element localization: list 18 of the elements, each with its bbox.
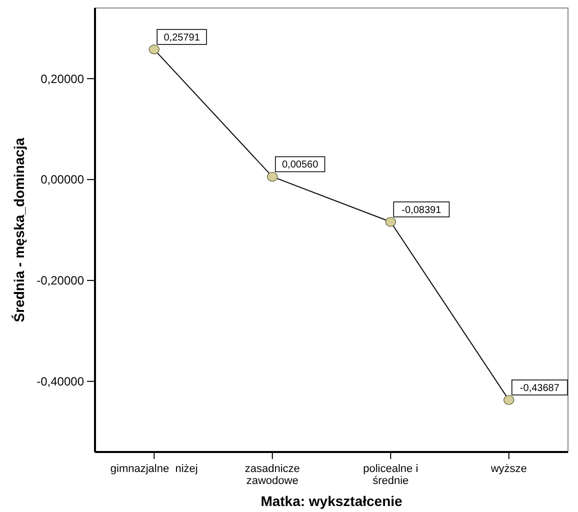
x-tick-label: wyższe — [490, 463, 527, 475]
y-tick-label: 0,00000 — [40, 172, 84, 187]
text: -0,43687 — [520, 382, 560, 394]
x-tick-label: policealne i średnie — [363, 463, 418, 487]
y-tick-label: 0,20000 — [40, 72, 84, 86]
point — [266, 172, 278, 182]
text: 0,25791 — [164, 32, 200, 44]
point — [503, 395, 514, 405]
x-tick-label: gimnazjalne niżej — [110, 463, 198, 475]
point — [148, 44, 160, 54]
point — [385, 216, 396, 227]
text: -0,08391 — [402, 204, 442, 216]
x-axis-title: Matka: wykształcenie — [260, 493, 403, 509]
x-tick-label: zasadnicze zawodowe — [244, 463, 300, 487]
y-tick-label: -0,40000 — [36, 374, 84, 389]
text: 0,00560 — [282, 160, 318, 171]
y-tick-label: -0,20000 — [36, 274, 84, 288]
y-axis-title: Średnia - męska_dominacja — [11, 138, 27, 322]
